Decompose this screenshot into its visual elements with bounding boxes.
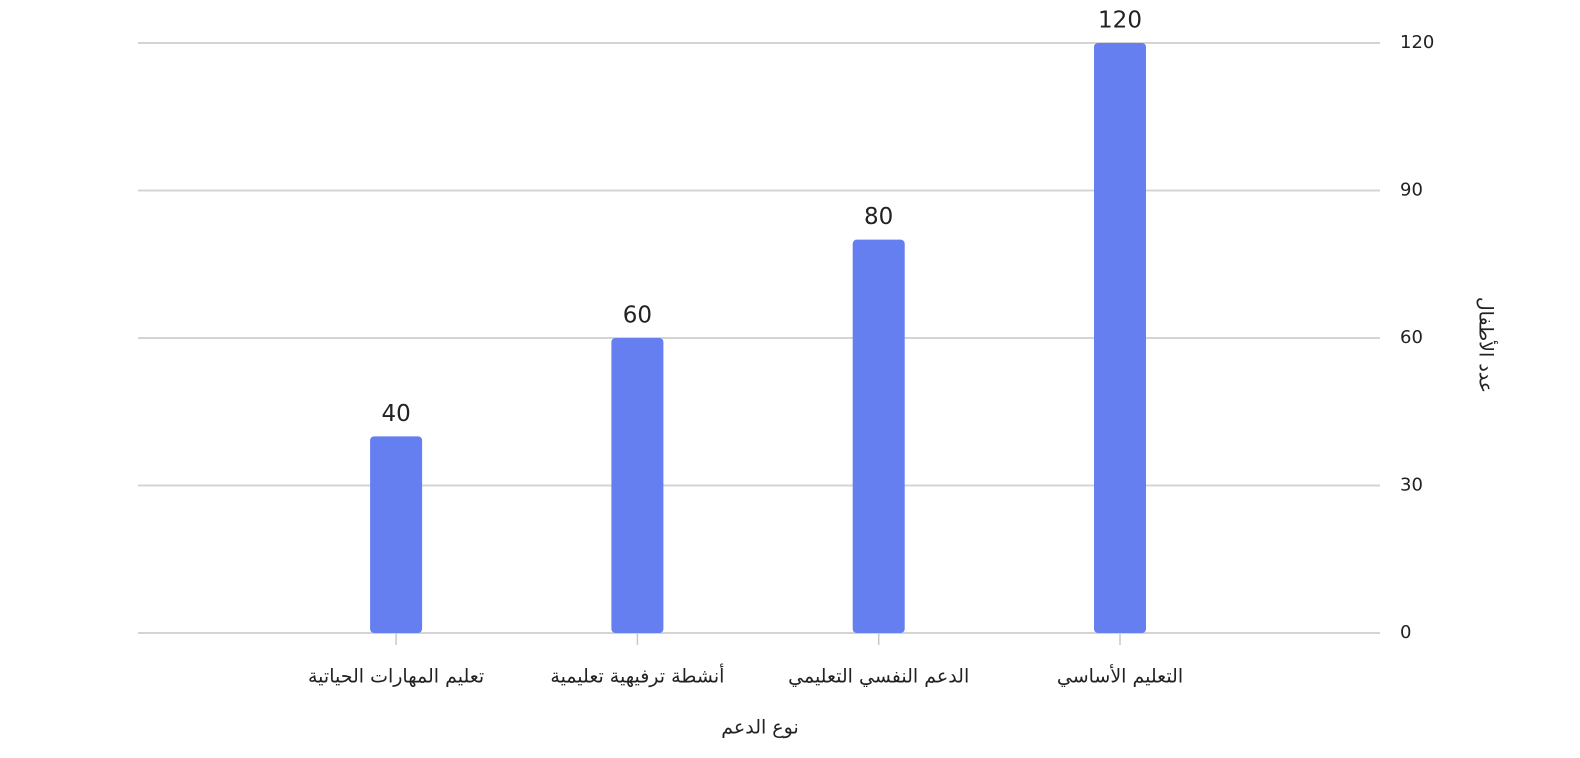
value-label: 80 xyxy=(864,204,893,230)
x-axis-title: نوع الدعم xyxy=(721,717,799,739)
value-label: 120 xyxy=(1098,8,1142,34)
x-tick-label: الدعم النفسي التعليمي xyxy=(788,666,969,688)
y-tick-label: 60 xyxy=(1400,327,1423,348)
x-tick-label: التعليم الأساسي xyxy=(1057,665,1183,688)
x-tick-label: تعليم المهارات الحياتية xyxy=(308,666,484,688)
x-tick-label: أنشطة ترفيهية تعليمية xyxy=(550,664,724,688)
y-tick-label: 90 xyxy=(1400,180,1423,201)
y-tick-label: 30 xyxy=(1400,475,1423,496)
value-label: 60 xyxy=(623,303,652,329)
bar xyxy=(611,338,664,633)
value-label: 40 xyxy=(381,401,410,427)
y-tick-label: 0 xyxy=(1400,622,1411,643)
bar xyxy=(1094,43,1146,633)
y-axis-title: عدد الأطفال xyxy=(1475,297,1498,393)
bar xyxy=(370,436,423,633)
y-tick-label: 120 xyxy=(1400,32,1434,53)
bar xyxy=(852,239,905,633)
